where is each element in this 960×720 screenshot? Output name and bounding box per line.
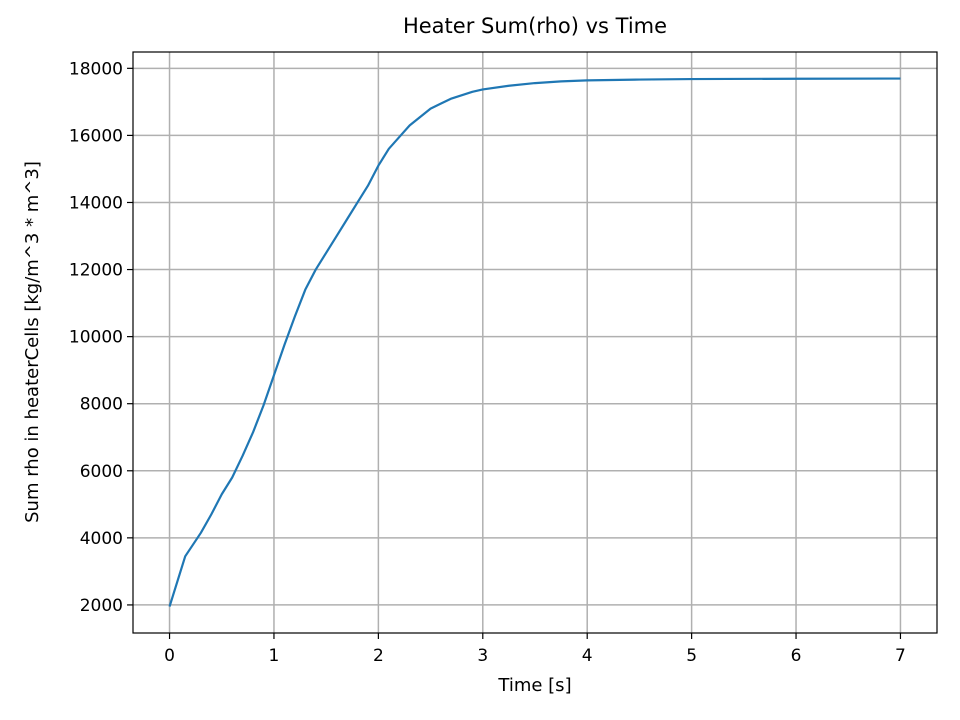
y-tick-label: 12000 <box>69 261 123 281</box>
y-tick-label: 10000 <box>69 328 123 348</box>
x-tick-label: 4 <box>582 646 593 666</box>
y-tick-label: 16000 <box>69 126 123 146</box>
y-tick-label: 18000 <box>69 59 123 79</box>
x-tick-label: 1 <box>269 646 280 666</box>
x-tick-label: 5 <box>686 646 697 666</box>
x-tick-label: 2 <box>373 646 384 666</box>
data-line <box>168 77 901 607</box>
y-axis-label: Sum rho in heaterCells [kg/m^3 * m^3] <box>22 161 43 523</box>
y-tick-label: 6000 <box>80 462 123 482</box>
x-tick-label: 0 <box>164 646 175 666</box>
y-tick-label: 2000 <box>80 596 123 616</box>
x-tick-label: 3 <box>477 646 488 666</box>
x-tick-label: 6 <box>791 646 802 666</box>
y-tick-label: 14000 <box>69 193 123 213</box>
x-axis-label: Time [s] <box>497 675 571 696</box>
x-tick-label: 7 <box>895 646 906 666</box>
chart-title: Heater Sum(rho) vs Time <box>403 14 667 38</box>
y-tick-label: 8000 <box>80 395 123 415</box>
plot-frame <box>132 51 938 634</box>
y-tick-label: 4000 <box>80 529 123 549</box>
